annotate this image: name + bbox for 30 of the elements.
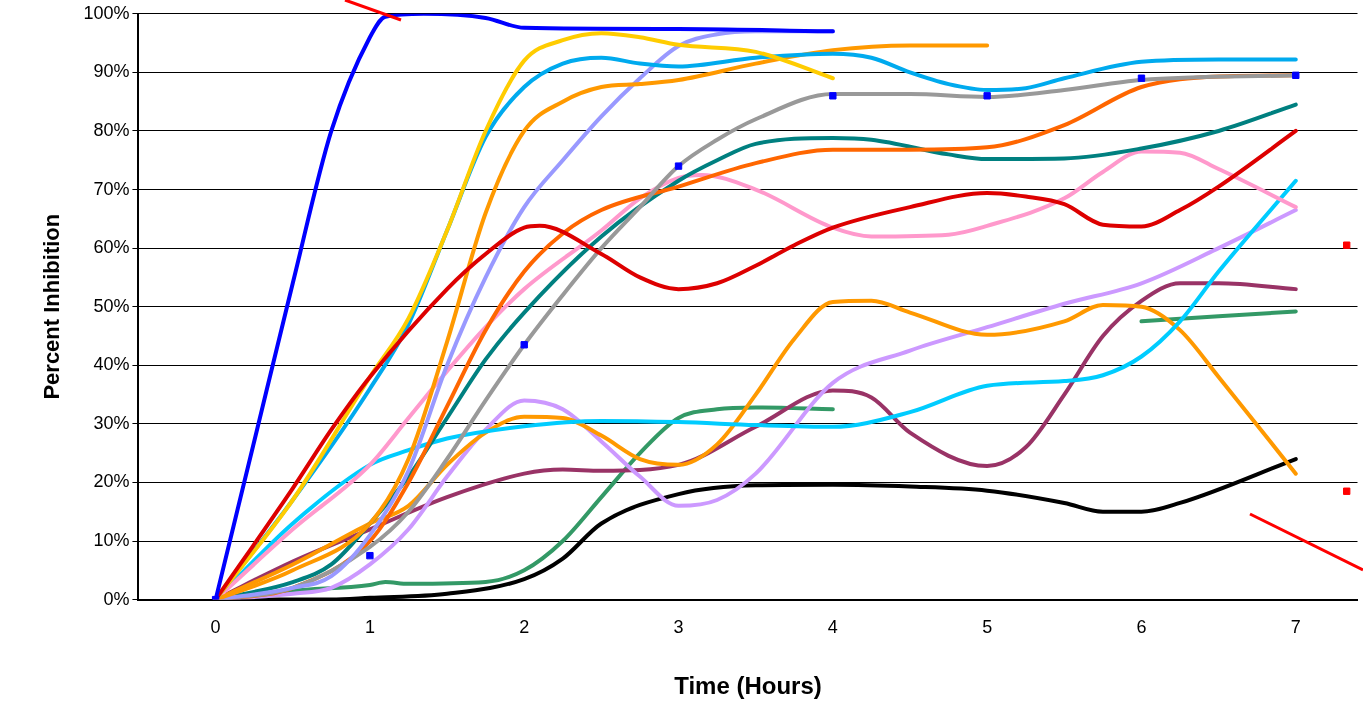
point	[674, 162, 683, 170]
y-tick-label: 80%	[93, 119, 130, 140]
x-tick-label: 0	[210, 617, 221, 638]
point	[983, 92, 991, 100]
point	[829, 92, 837, 100]
y-tick-label: 90%	[93, 61, 130, 82]
x-tick-label: 7	[1290, 617, 1301, 638]
y-tick-label: 50%	[93, 295, 130, 316]
y-axis-title: Percent Inhibition	[39, 213, 65, 400]
point	[1137, 74, 1146, 82]
x-tick-label: 6	[1136, 617, 1147, 638]
point	[1343, 241, 1351, 249]
x-tick-label: 4	[827, 617, 838, 638]
x-tick-label: 2	[519, 617, 530, 638]
point	[1343, 487, 1351, 495]
y-tick-label: 40%	[93, 354, 130, 375]
x-tick-label: 1	[364, 617, 375, 638]
y-tick-label: 0%	[103, 588, 130, 609]
y-tick-label: 100%	[83, 2, 130, 23]
x-tick-label: 3	[673, 617, 684, 638]
y-tick-label: 60%	[93, 237, 130, 258]
y-tick-label: 70%	[93, 178, 130, 199]
point	[366, 551, 374, 560]
y-tick-label: 30%	[93, 412, 130, 433]
point	[520, 341, 528, 349]
point	[1292, 71, 1300, 79]
x-tick-label: 5	[982, 617, 993, 638]
x-axis-title: Time (Hours)	[674, 672, 822, 700]
y-tick-label: 20%	[93, 471, 130, 492]
y-tick-label: 10%	[93, 529, 130, 550]
